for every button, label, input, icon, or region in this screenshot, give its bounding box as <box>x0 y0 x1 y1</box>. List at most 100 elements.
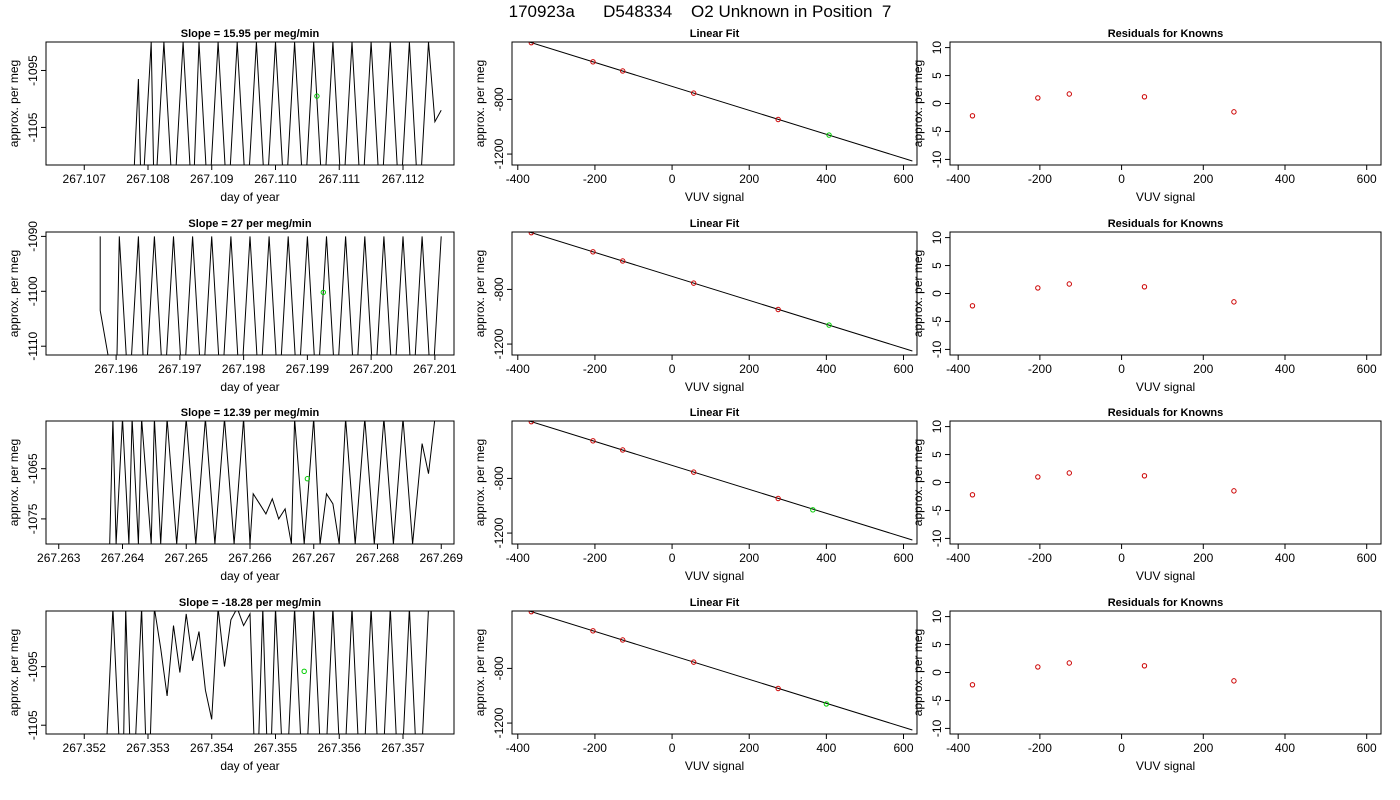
data-point <box>969 303 976 309</box>
plot-area <box>969 470 1237 498</box>
plot-frame <box>45 231 455 356</box>
y-tick-label: -5 <box>930 316 944 327</box>
y-tick-label: -10 <box>930 719 944 737</box>
x-tick-label: -200 <box>583 551 607 565</box>
fit-line <box>527 611 913 731</box>
x-tick-label: -200 <box>583 172 607 186</box>
y-axis-label: approx. per meg <box>7 439 21 526</box>
x-tick-label: 200 <box>1193 551 1213 565</box>
y-tick-label: -1200 <box>492 517 506 548</box>
panel-title: Linear Fit <box>690 28 740 40</box>
plot-frame <box>511 420 918 545</box>
x-tick-label: 0 <box>1118 362 1125 376</box>
y-tick-label: 10 <box>930 231 944 245</box>
data-point <box>969 113 976 119</box>
panel-title: Slope = -18.28 per meg/min <box>179 597 321 609</box>
y-axis-label: approx. per meg <box>7 629 21 716</box>
y-tick-label: 10 <box>930 610 944 624</box>
y-axis-label: approx. per meg <box>473 60 487 147</box>
y-axis-label: approx. per meg <box>911 439 925 526</box>
fit-line <box>527 232 913 352</box>
x-tick-label: 400 <box>816 551 836 565</box>
plot-area <box>527 611 913 731</box>
x-tick-label: 600 <box>1357 741 1377 755</box>
x-axis-label: day of year <box>220 190 279 204</box>
x-tick-label: 200 <box>739 172 759 186</box>
plot-area <box>527 232 913 352</box>
x-tick-label: 600 <box>893 172 913 186</box>
data-point <box>1066 281 1072 287</box>
data-point <box>690 659 697 665</box>
x-tick-label: 200 <box>1193 362 1213 376</box>
x-tick-label: 267.197 <box>158 362 202 376</box>
x-tick-label: 267.110 <box>254 172 297 186</box>
plot-frame <box>949 420 1382 545</box>
x-tick-label: 267.354 <box>190 741 234 755</box>
data-point <box>1035 285 1041 291</box>
plot-area <box>106 611 429 734</box>
data-point <box>826 132 832 138</box>
x-tick-label: -200 <box>583 741 607 755</box>
x-tick-label: 267.266 <box>228 551 272 565</box>
plot-frame <box>45 420 455 545</box>
x-tick-label: -400 <box>946 551 970 565</box>
y-tick-label: -800 <box>492 277 506 301</box>
y-tick-label: -800 <box>492 656 506 680</box>
chart-panel-3-1: Slope = 12.39 per meg/min 267.263 267.264 2… <box>7 407 463 583</box>
data-point <box>823 701 830 707</box>
x-tick-label: 600 <box>1357 362 1377 376</box>
x-axis-label: VUV signal <box>1136 759 1195 773</box>
x-tick-label: -400 <box>946 362 970 376</box>
y-tick-label: -1065 <box>26 453 40 484</box>
x-tick-label: 267.264 <box>101 551 145 565</box>
data-point <box>301 668 307 675</box>
x-tick-label: 600 <box>1357 172 1377 186</box>
data-point <box>590 438 596 444</box>
chart-panel-1-3: Residuals for Knowns -400 -200 0 200 400 600 10… <box>911 28 1382 204</box>
x-tick-label: 400 <box>1275 741 1295 755</box>
data-point <box>528 611 534 615</box>
data-point <box>620 637 626 643</box>
x-tick-label: -400 <box>506 172 530 186</box>
x-tick-label: 400 <box>816 362 836 376</box>
data-line <box>106 611 429 734</box>
data-point <box>1231 299 1237 305</box>
y-tick-label: -1200 <box>492 328 506 359</box>
chart-panel-1-2: Linear Fit -400 -200 0 200 400 600 -800 -1200 VUV… <box>473 28 918 204</box>
chart-panel-4-2: Linear Fit -400 -200 0 200 400 600 -800 -1200 VUV… <box>473 597 918 773</box>
plot-frame <box>511 610 918 735</box>
x-tick-label: 267.107 <box>63 172 107 186</box>
x-axis-label: day of year <box>220 569 279 583</box>
panel-title: Residuals for Knowns <box>1108 407 1224 419</box>
x-tick-label: 267.112 <box>382 172 425 186</box>
data-point <box>590 59 596 65</box>
plot-area <box>527 421 913 541</box>
x-tick-label: 267.269 <box>420 551 464 565</box>
data-point <box>590 628 596 634</box>
x-tick-label: 267.265 <box>165 551 209 565</box>
y-tick-label: -1090 <box>26 221 40 252</box>
data-point <box>1141 473 1148 479</box>
x-axis-label: day of year <box>220 380 279 394</box>
data-point <box>775 685 781 692</box>
data-point <box>1141 94 1148 100</box>
x-tick-label: -200 <box>583 362 607 376</box>
data-point <box>304 476 311 482</box>
x-tick-label: 267.196 <box>94 362 138 376</box>
plot-frame <box>511 231 918 356</box>
x-tick-label: 400 <box>1275 551 1295 565</box>
fit-line <box>527 42 913 162</box>
x-tick-label: 0 <box>669 741 676 755</box>
y-tick-label: -1100 <box>26 276 40 306</box>
x-tick-label: 267.356 <box>318 741 362 755</box>
panel-title: Linear Fit <box>690 597 740 609</box>
x-tick-label: 267.108 <box>126 172 170 186</box>
x-tick-label: 267.267 <box>292 551 336 565</box>
x-axis-label: VUV signal <box>685 380 744 394</box>
data-point <box>528 42 534 46</box>
x-tick-label: -200 <box>1028 551 1052 565</box>
panel-title: Linear Fit <box>690 218 740 230</box>
data-point <box>775 116 781 123</box>
x-tick-label: 267.201 <box>413 362 457 376</box>
y-tick-label: -1075 <box>26 503 40 534</box>
